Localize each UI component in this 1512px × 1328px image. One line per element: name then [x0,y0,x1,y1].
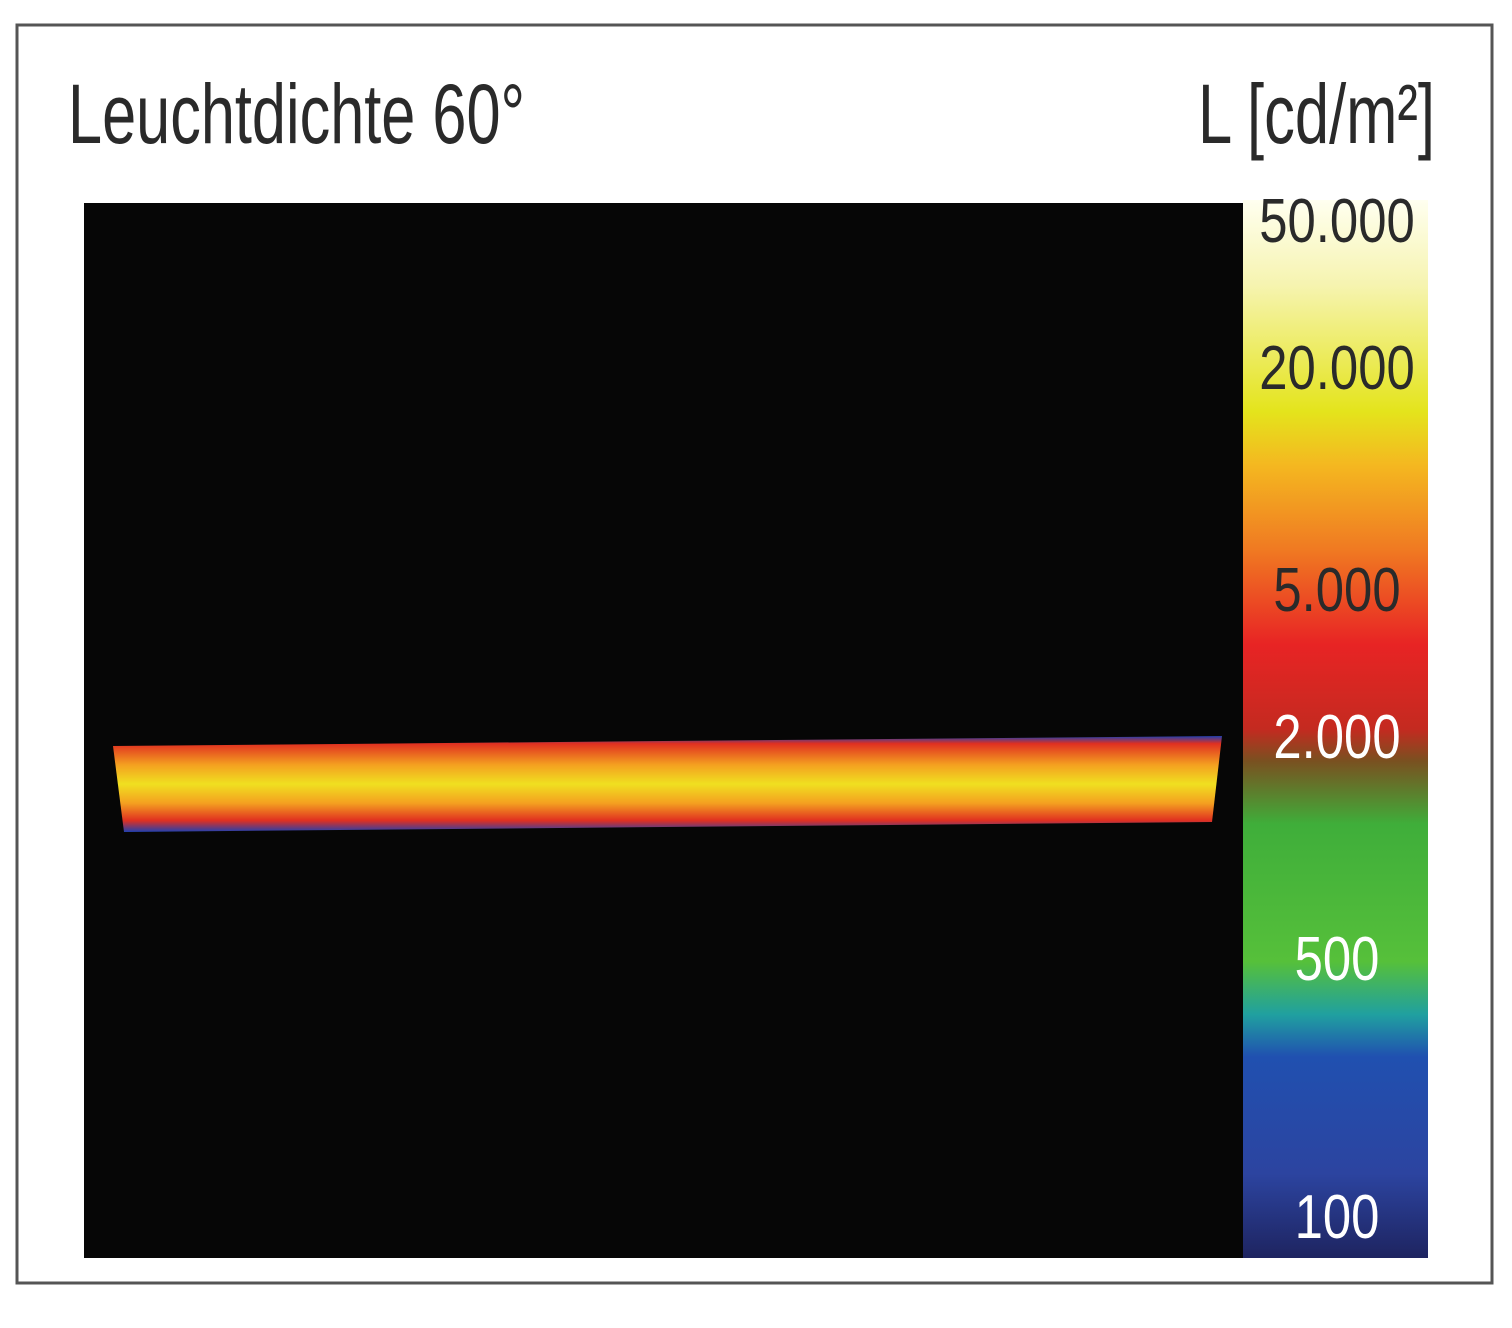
colorbar-tick-label: 5.000 [1273,556,1400,625]
luminance-image [84,203,1243,1258]
chart-title: Leuchtdichte 60° [68,67,525,161]
colorbar [1243,200,1428,1258]
colorbar-tick-label: 50.000 [1259,187,1414,256]
colorbar-tick-label: 2.000 [1273,703,1400,772]
colorbar-tick-label: 500 [1295,925,1380,994]
unit-label: L [cd/m²] [1198,67,1435,161]
luminaire [113,736,1222,832]
colorbar-tick-label: 20.000 [1259,334,1414,403]
colorbar-tick-label: 100 [1295,1183,1380,1252]
